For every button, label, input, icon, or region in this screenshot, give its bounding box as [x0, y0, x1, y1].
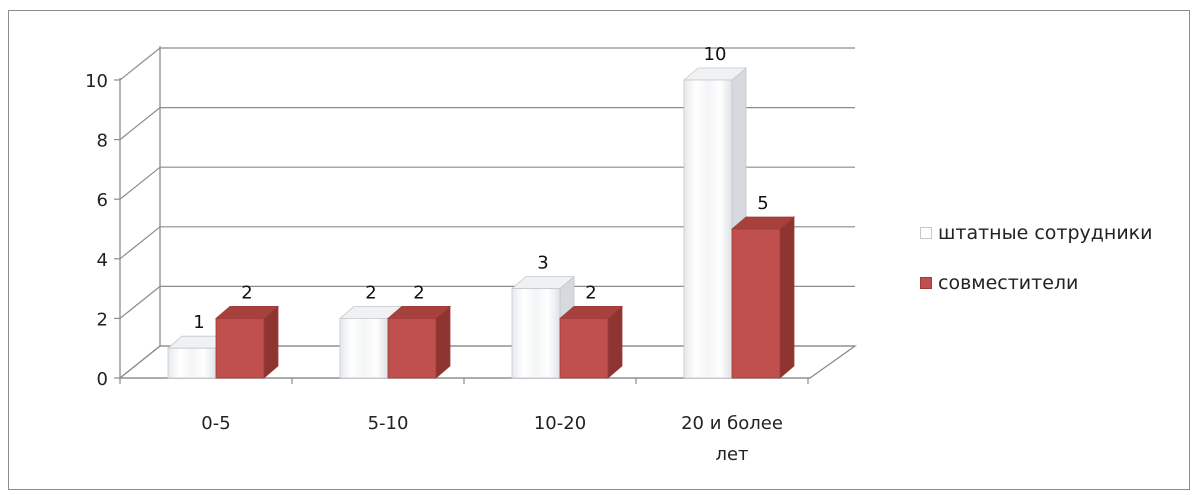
data-label: 2: [241, 282, 252, 303]
bar-staff: [167, 347, 217, 379]
data-label: 1: [193, 312, 204, 333]
legend-item-parttime: совместители: [920, 268, 1153, 298]
bar-staff: [683, 79, 733, 379]
x-tick-label: 5-10: [368, 413, 409, 434]
x-tick-label: 0-5: [201, 413, 230, 434]
x-tick-label: 10-20: [534, 413, 586, 434]
data-label: 3: [537, 253, 548, 274]
legend-label-parttime: совместители: [938, 272, 1079, 294]
y-tick-label: 2: [97, 309, 108, 330]
bar-side: [435, 305, 451, 379]
legend: штатные сотрудники совместители: [920, 218, 1153, 318]
data-label: 2: [365, 282, 376, 303]
bar-parttime: [215, 317, 265, 379]
chart-frame: [8, 10, 1190, 490]
y-tick-label: 0: [97, 369, 108, 390]
x-tick-label: 20 и более лет: [681, 413, 783, 465]
x-tick-label-line: 0-5: [201, 413, 230, 434]
bars-layer: [166, 67, 796, 379]
bar-parttime: [387, 317, 437, 379]
legend-label-staff: штатные сотрудники: [938, 222, 1153, 244]
data-label: 5: [757, 193, 768, 214]
legend-swatch-parttime: [920, 277, 932, 289]
x-tick-label-line: лет: [715, 444, 748, 465]
bar-parttime: [731, 228, 781, 379]
x-tick-label-line: 5-10: [368, 413, 409, 434]
y-tick-label: 6: [97, 190, 108, 211]
legend-swatch-staff: [920, 227, 932, 239]
y-tick-label: 8: [97, 131, 108, 152]
x-tick-label-line: 10-20: [534, 413, 586, 434]
y-tick-label: 4: [97, 250, 108, 271]
data-label: 2: [413, 282, 424, 303]
bar-staff: [511, 288, 561, 379]
bar-side: [779, 216, 795, 379]
y-tick-label: 10: [85, 71, 108, 92]
data-label: 10: [704, 44, 727, 65]
bar-parttime: [559, 317, 609, 379]
bar-side: [607, 305, 623, 379]
bar-side: [263, 305, 279, 379]
legend-item-staff: штатные сотрудники: [920, 218, 1153, 248]
x-tick-label-line: 20 и более: [681, 413, 783, 434]
data-label: 2: [585, 282, 596, 303]
bar-staff: [339, 317, 389, 379]
